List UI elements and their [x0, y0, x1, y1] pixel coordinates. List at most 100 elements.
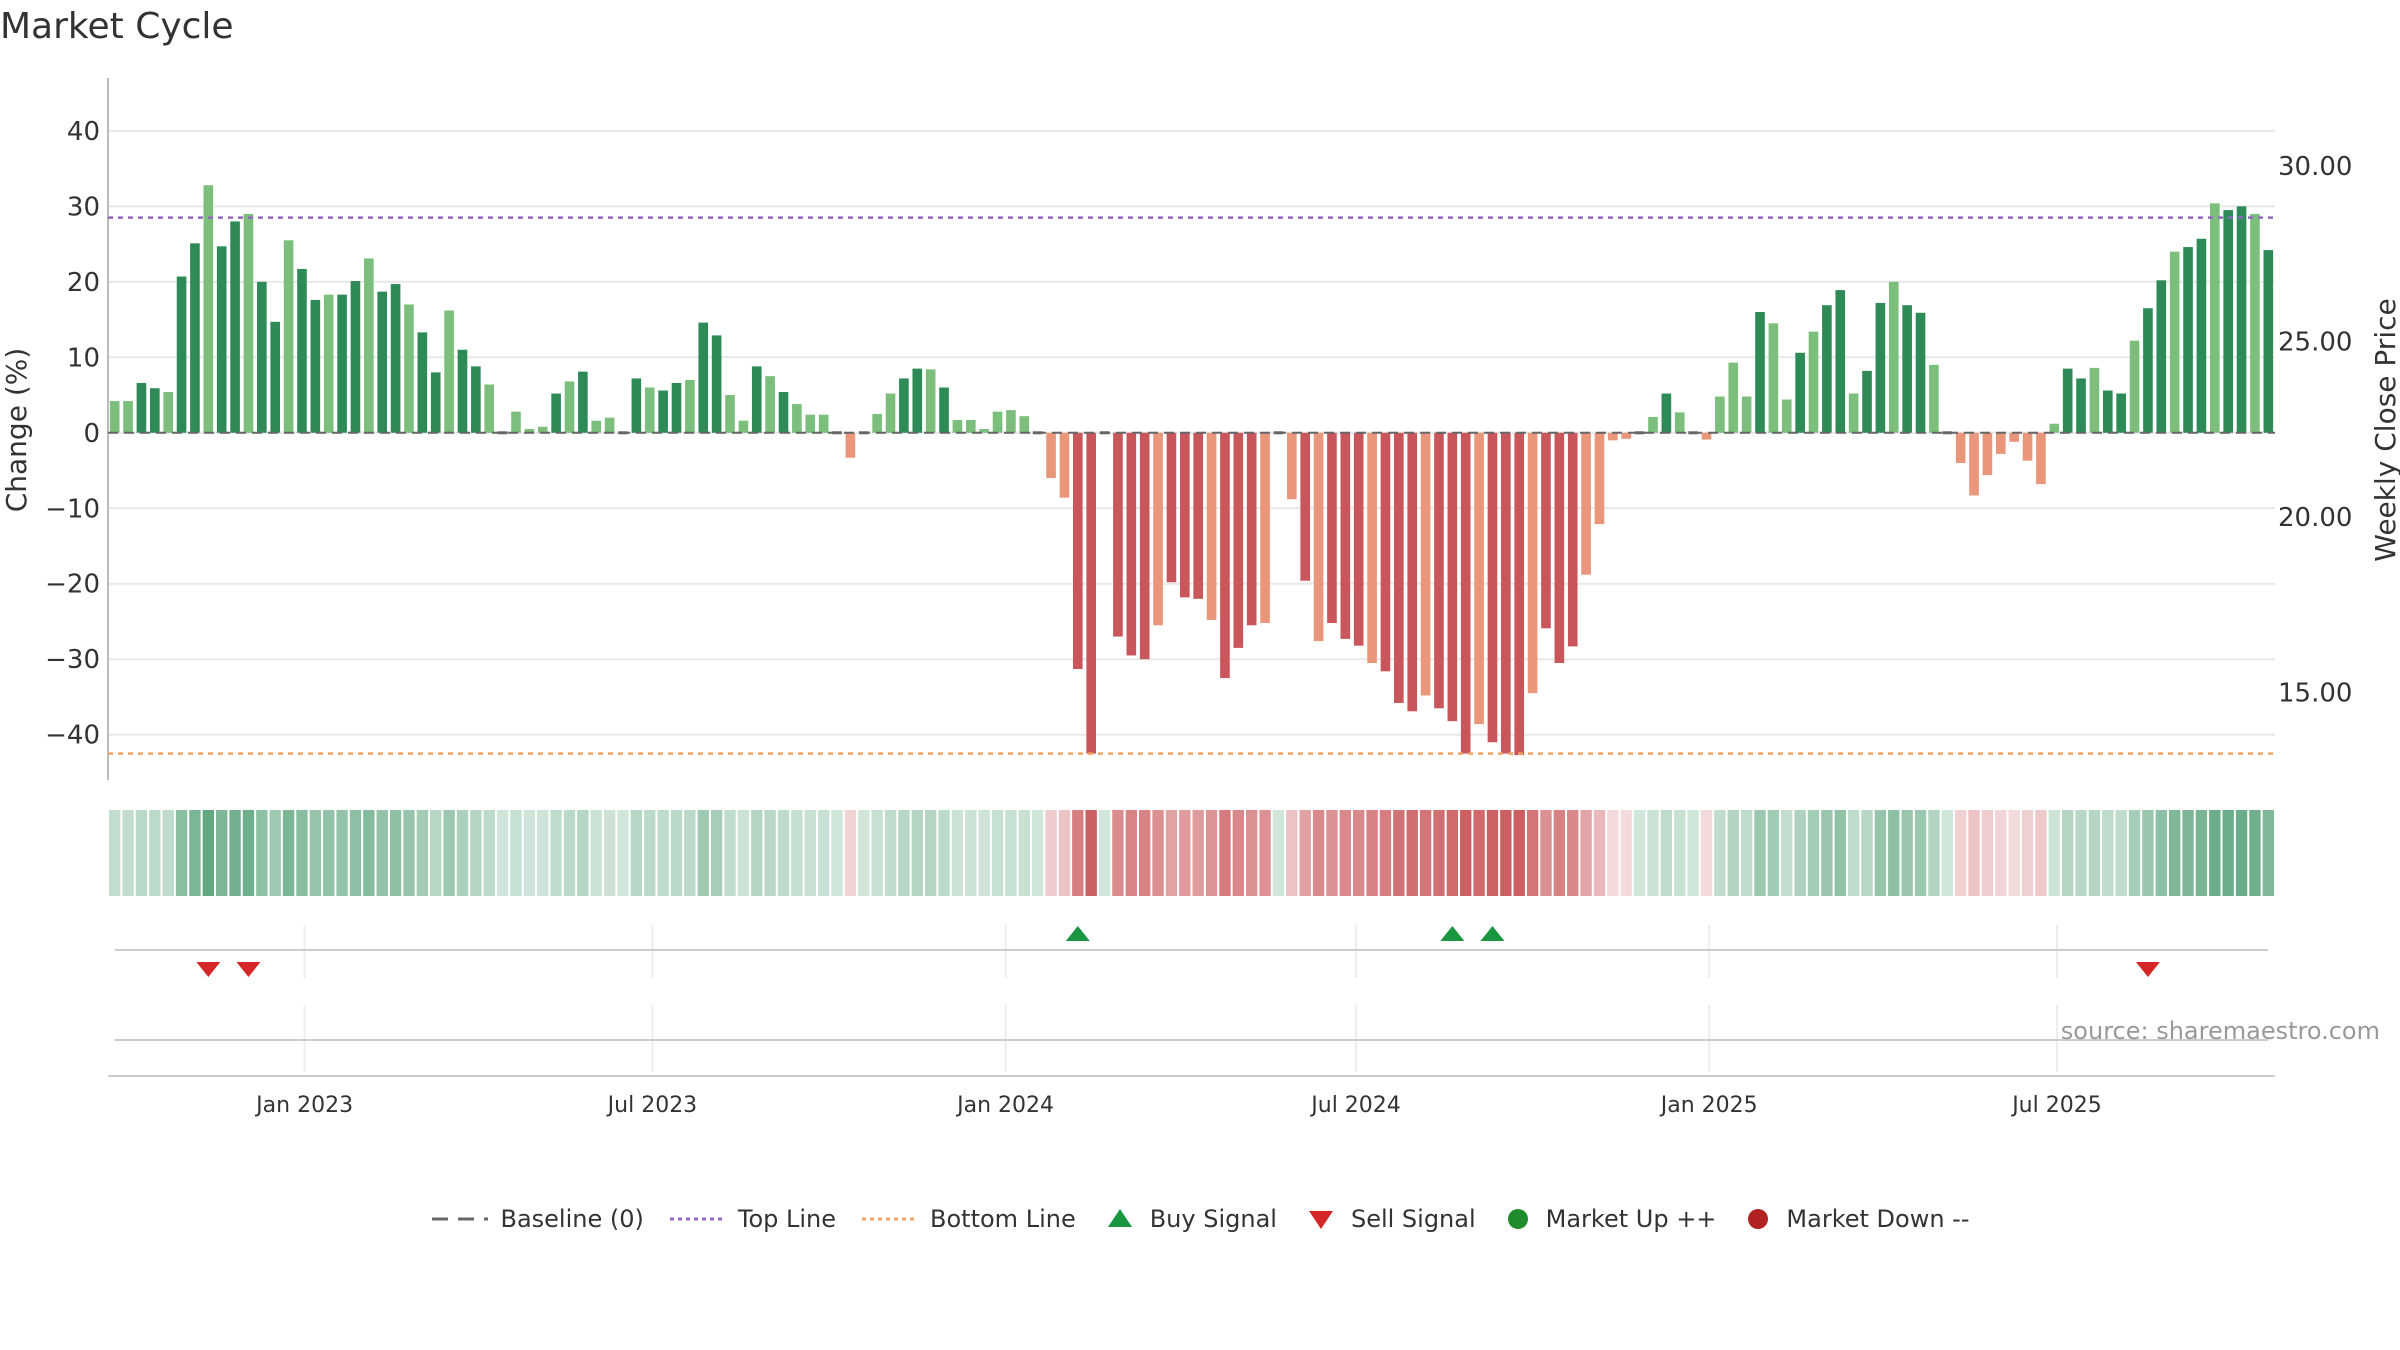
- heat-cell: [523, 810, 536, 896]
- x-tick-label: Jan 2024: [955, 1093, 1054, 1118]
- bar: [644, 387, 655, 433]
- bar: [1527, 432, 1538, 694]
- bar: [2116, 393, 2126, 433]
- heat-cell: [2048, 810, 2060, 896]
- bar: [1113, 432, 1123, 637]
- bar: [2036, 432, 2046, 485]
- heat-cell: [1834, 810, 1846, 896]
- heat-cell: [1098, 810, 1111, 896]
- bar: [1300, 432, 1311, 581]
- bar: [136, 382, 147, 433]
- bar: [1019, 416, 1030, 433]
- legend-market-up[interactable]: Market Up ++: [1500, 1205, 1716, 1233]
- buy-signal-marker: [1440, 926, 1465, 941]
- heat-cell: [1928, 810, 1940, 896]
- heat-cell: [1526, 810, 1539, 896]
- legend-top-line-label: Top Line: [737, 1205, 837, 1233]
- heat-cell: [216, 810, 228, 896]
- bar: [564, 381, 575, 433]
- heat-cell: [1339, 810, 1352, 896]
- bar: [1006, 410, 1016, 433]
- bar: [604, 417, 615, 433]
- bar: [2076, 378, 2086, 433]
- heat-cell: [510, 810, 522, 896]
- bar: [404, 304, 414, 433]
- bar: [310, 299, 321, 433]
- bar: [2129, 340, 2140, 433]
- bar: [1407, 432, 1418, 712]
- bar: [323, 294, 334, 433]
- bar: [965, 419, 976, 433]
- bar: [163, 392, 174, 433]
- y-tick-label: −20: [45, 570, 100, 600]
- bar: [537, 426, 548, 433]
- heat-cell: [1312, 810, 1325, 896]
- heat-cell: [1500, 810, 1512, 896]
- heat-cell: [924, 810, 937, 896]
- heat-cell: [2195, 810, 2208, 896]
- heat-cell: [389, 810, 402, 896]
- bar: [845, 432, 856, 458]
- heat-cell: [1781, 810, 1793, 896]
- heat-cell: [1807, 810, 1820, 896]
- bar: [1567, 432, 1578, 647]
- buy-signal-marker: [1065, 926, 1090, 941]
- legend-sell[interactable]: Sell Signal: [1301, 1205, 1476, 1233]
- bar: [243, 213, 254, 433]
- bar: [203, 185, 214, 433]
- bar: [1982, 432, 1993, 476]
- bar: [818, 414, 829, 433]
- bar: [1862, 370, 1872, 433]
- signal-panel: [108, 925, 2275, 1077]
- bar: [2196, 238, 2207, 433]
- bar: [1153, 432, 1163, 626]
- legend-top-line[interactable]: Top Line: [668, 1205, 836, 1233]
- bar: [711, 335, 722, 433]
- heat-cell: [1473, 810, 1485, 896]
- dotted-line-icon: [669, 1217, 726, 1221]
- bar: [698, 322, 709, 433]
- heat-cell: [724, 810, 736, 896]
- bar: [1661, 393, 1672, 433]
- bar: [1848, 393, 1859, 433]
- heat-cell: [2262, 810, 2274, 896]
- bar: [1648, 416, 1658, 433]
- bar: [1501, 432, 1511, 754]
- heat-cell: [1821, 810, 1833, 896]
- y2-axis-label: Weekly Close Price: [2369, 298, 2400, 561]
- bar: [725, 395, 735, 433]
- heat-cell: [550, 810, 562, 896]
- legend-market-down[interactable]: Market Down --: [1740, 1205, 1970, 1233]
- legend-baseline[interactable]: Baseline (0): [430, 1205, 644, 1233]
- dash-line-icon: [432, 1217, 489, 1221]
- bar: [1460, 432, 1471, 754]
- bar: [1260, 432, 1270, 623]
- heat-cell: [1446, 810, 1459, 896]
- heat-cell: [2008, 810, 2020, 896]
- bar: [992, 411, 1003, 433]
- heat-cell: [1847, 810, 1860, 896]
- heat-cell: [470, 810, 482, 896]
- bar: [524, 429, 535, 433]
- heat-cell: [1620, 810, 1632, 896]
- y-tick-label: 0: [83, 419, 100, 449]
- heat-cell: [590, 810, 602, 896]
- heat-cell: [256, 810, 268, 896]
- heat-cell: [1232, 810, 1245, 896]
- bar: [1447, 432, 1458, 722]
- bar: [390, 284, 401, 433]
- heat-cell: [2209, 810, 2221, 896]
- heat-cell: [229, 810, 241, 896]
- heat-cell: [175, 810, 188, 896]
- legend-buy[interactable]: Buy Signal: [1100, 1205, 1277, 1233]
- heat-cell: [1406, 810, 1418, 896]
- bar: [1327, 432, 1337, 623]
- heat-cell: [135, 810, 148, 896]
- bar: [2223, 210, 2233, 433]
- legend-bottom-line[interactable]: Bottom Line: [860, 1205, 1076, 1233]
- heat-cell: [817, 810, 830, 896]
- bar: [1741, 396, 1752, 433]
- legend: Baseline (0) Top Line Bottom Line Buy Si…: [0, 1205, 2400, 1233]
- heat-cell: [1513, 810, 1525, 896]
